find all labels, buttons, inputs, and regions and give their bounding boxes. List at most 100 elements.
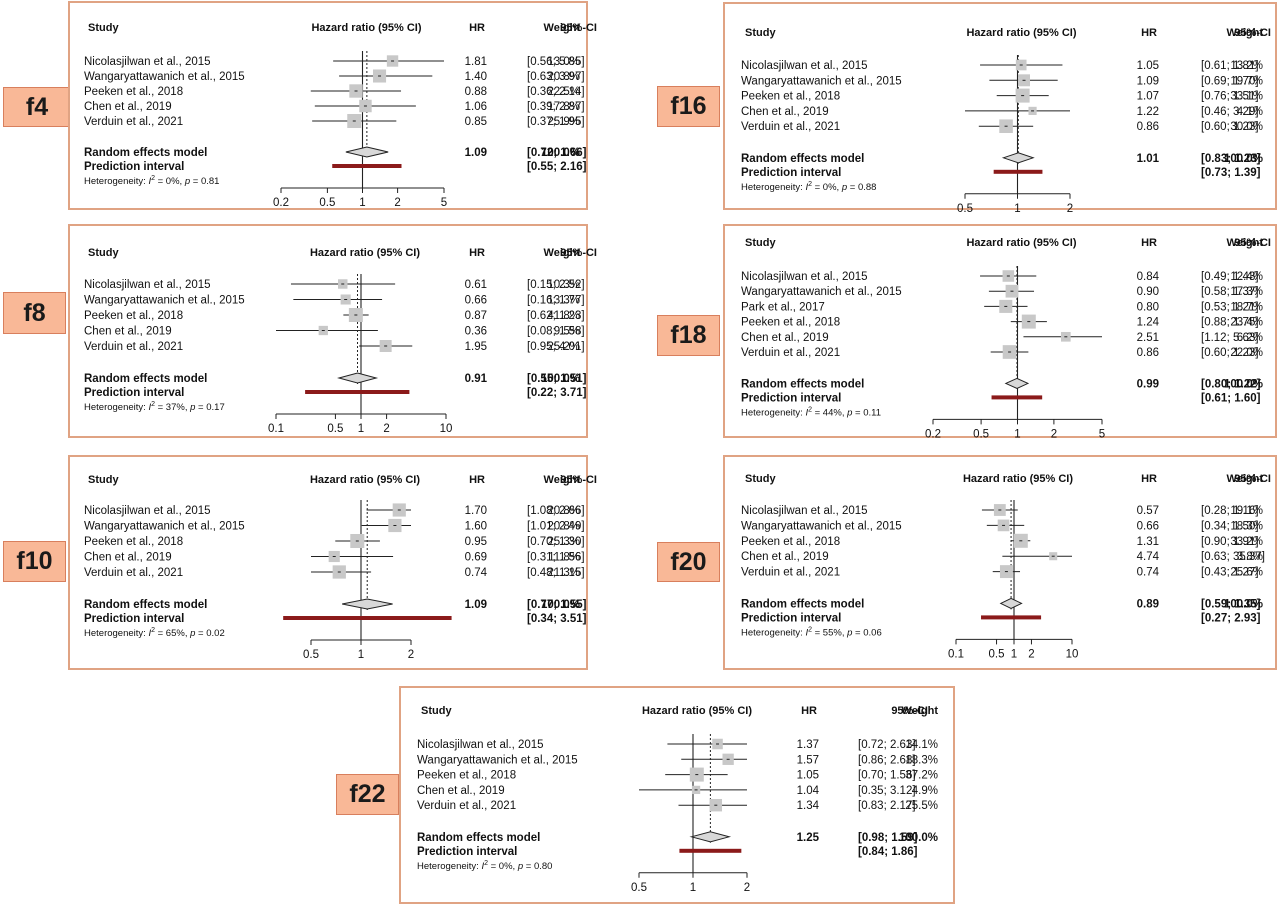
- heterogeneity-text: Heterogeneity: I2 = 55%, p = 0.06: [741, 626, 882, 638]
- forest-panel-f22: Study Hazard ratio (95% CI) HR 95%-CI Weight…: [399, 686, 955, 904]
- study-hr: 0.86: [1137, 347, 1159, 359]
- panel-tag-f4: f4: [3, 87, 71, 127]
- prediction-label: Prediction interval: [84, 613, 184, 625]
- pooled-ci: [0.98; 1.59]: [858, 832, 918, 844]
- study-name: Verduin et al., 2021: [84, 116, 183, 128]
- forest-plot-f10: Study Hazard ratio (95% CI) HR 95%-CIWeight…: [84, 474, 597, 661]
- study-ci: [0.36; 2.14]: [527, 86, 585, 98]
- study-weight: 23.4%: [1230, 317, 1263, 329]
- study-hr: 0.74: [465, 567, 488, 579]
- prediction-bar: [305, 390, 410, 394]
- heterogeneity-text: Heterogeneity: I2 = 44%, p = 0.11: [741, 406, 881, 418]
- study-ci: [0.61; 1.81]: [1201, 60, 1259, 72]
- study-name: Verduin et al., 2021: [741, 121, 840, 133]
- study-weight: 3.8%: [1237, 551, 1263, 563]
- header-hazard-ratio: Hazard ratio (95% CI): [310, 474, 420, 486]
- study-ci: [0.76; 1.51]: [1201, 91, 1259, 103]
- random-effects-label: Random effects model: [84, 147, 207, 159]
- study-weight: 20.8%: [547, 521, 580, 533]
- prediction-label: Prediction interval: [84, 387, 184, 399]
- x-tick-label: 1: [359, 197, 365, 209]
- study-hr: 1.31: [1137, 536, 1159, 548]
- header-hr: HR: [801, 705, 817, 717]
- pooled-weight: 100.0%: [541, 373, 580, 385]
- header-hr: HR: [469, 474, 485, 486]
- pooled-hr: 1.25: [797, 832, 820, 844]
- study-weight: 11.8%: [548, 552, 580, 564]
- study-hr: 0.80: [1137, 301, 1159, 313]
- study-ci: [1.08; 2.66]: [527, 505, 585, 517]
- header-weight: Weight: [1227, 27, 1264, 39]
- forest-panel-f10: Study Hazard ratio (95% CI) HR 95%-CI Weight…: [68, 455, 597, 670]
- random-effects-label: Random effects model: [741, 153, 864, 165]
- prediction-ci: [0.61; 1.60]: [1201, 392, 1261, 404]
- panel-tag-f18: f18: [657, 315, 720, 356]
- study-weight: 33.2%: [1230, 536, 1263, 548]
- header-study: Study: [745, 473, 776, 485]
- study-hr: 0.69: [465, 552, 487, 564]
- study-hr: 0.66: [1137, 520, 1159, 532]
- prediction-ci: [0.22; 3.71]: [527, 387, 587, 399]
- study-hr: 4.74: [1137, 551, 1160, 563]
- study-hr: 0.88: [465, 86, 487, 98]
- x-tick-label: 10: [1066, 648, 1079, 660]
- study-name: Nicolasjilwan et al., 2015: [741, 271, 868, 283]
- study-hr: 0.87: [465, 310, 487, 322]
- study-hr: 1.60: [465, 521, 487, 533]
- pooled-diamond: [342, 598, 393, 610]
- study-ci: [0.37; 1.95]: [527, 116, 585, 128]
- study-weight: 18.3%: [905, 754, 938, 766]
- study-name: Wangaryattawanich et al., 2015: [417, 754, 578, 766]
- study-name: Chen et al., 2019: [417, 785, 505, 797]
- header-hazard-ratio: Hazard ratio (95% CI): [310, 247, 420, 259]
- study-name: Chen et al., 2019: [84, 326, 172, 338]
- study-ci: [0.86; 2.68]: [858, 754, 916, 766]
- pooled-ci: [0.77; 1.55]: [527, 599, 587, 611]
- study-name: Peeken et al., 2018: [741, 91, 840, 103]
- prediction-bar: [332, 164, 402, 168]
- study-weight: 13.2%: [1230, 60, 1263, 72]
- header-study: Study: [421, 705, 452, 717]
- pooled-weight: 100.0%: [541, 147, 580, 159]
- study-hr: 0.66: [465, 295, 487, 307]
- pooled-ci: [0.80; 1.22]: [1201, 378, 1261, 390]
- x-tick-label: 0.5: [327, 423, 343, 435]
- header-hr: HR: [1141, 27, 1157, 39]
- study-weight: 19.7%: [1230, 75, 1263, 87]
- pooled-ci: [0.55; 1.51]: [527, 373, 587, 385]
- x-tick-label: 0.1: [268, 423, 284, 435]
- study-ci: [0.08; 1.58]: [527, 326, 585, 338]
- header-hazard-ratio: Hazard ratio (95% CI): [966, 237, 1076, 249]
- x-tick-label: 1: [358, 649, 364, 661]
- prediction-label: Prediction interval: [741, 612, 841, 624]
- study-name: Peeken et al., 2018: [417, 770, 516, 782]
- study-name: Wangaryattawanich et al., 2015: [84, 521, 245, 533]
- heterogeneity-text: Heterogeneity: I2 = 0%, p = 0.81: [84, 175, 219, 187]
- study-name: Wangaryattawanich et al., 2015: [84, 295, 245, 307]
- study-ci: [0.16; 1.77]: [527, 295, 585, 307]
- study-name: Nicolasjilwan et al., 2015: [84, 279, 211, 291]
- pooled-hr: 0.89: [1137, 598, 1159, 610]
- study-hr: 0.36: [465, 326, 487, 338]
- study-hr: 1.81: [465, 56, 487, 68]
- study-hr: 0.57: [1137, 505, 1159, 517]
- study-name: Peeken et al., 2018: [84, 86, 183, 98]
- x-tick-label: 10: [440, 423, 453, 435]
- study-hr: 0.74: [1137, 567, 1160, 579]
- pooled-weight: 100.0%: [1224, 153, 1263, 165]
- study-ci: [0.90; 1.91]: [1201, 536, 1259, 548]
- study-ci: [0.35; 3.12]: [858, 785, 916, 797]
- header-hr: HR: [1141, 473, 1157, 485]
- heterogeneity-text: Heterogeneity: I2 = 65%, p = 0.02: [84, 627, 225, 639]
- study-hr: 1.24: [1137, 317, 1160, 329]
- study-ci: [0.70; 1.30]: [527, 536, 585, 548]
- study-name: Chen et al., 2019: [741, 106, 829, 118]
- study-name: Verduin et al., 2021: [84, 567, 183, 579]
- forest-plot-f18: Study Hazard ratio (95% CI) HR 95%-CIWeight…: [741, 237, 1271, 440]
- x-tick-label: 0.5: [631, 882, 647, 894]
- prediction-label: Prediction interval: [741, 167, 841, 179]
- study-ci: [0.70; 1.56]: [858, 770, 916, 782]
- study-weight: 18.3%: [1230, 520, 1263, 532]
- x-tick-label: 1: [1014, 203, 1020, 215]
- study-hr: 0.84: [1137, 271, 1160, 283]
